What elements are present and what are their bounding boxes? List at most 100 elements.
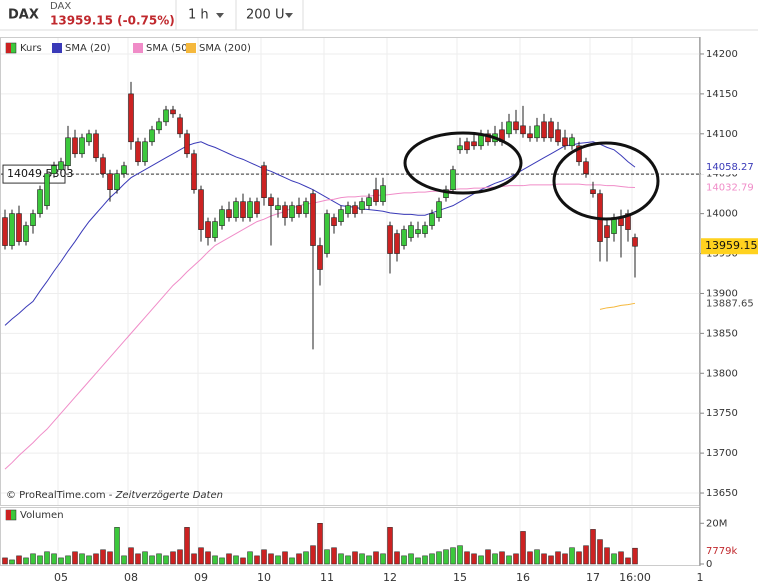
volume-bar	[499, 551, 505, 565]
volume-bar	[93, 553, 99, 565]
x-tick-label: 08	[124, 571, 138, 584]
volume-bar	[380, 553, 386, 565]
candle-body	[464, 141, 470, 151]
volume-bar	[513, 553, 519, 565]
volume-y-tick-label: 20M	[706, 518, 727, 529]
candle-body	[51, 165, 57, 175]
volume-bar	[520, 531, 526, 565]
candle-body	[191, 153, 197, 190]
candle-body	[177, 117, 183, 135]
volume-bar	[212, 555, 218, 565]
candle-body	[401, 229, 407, 246]
candle-body	[30, 213, 36, 226]
candle-body	[268, 197, 274, 206]
volume-bar	[205, 551, 211, 565]
volume-bar	[233, 555, 239, 565]
x-tick-label: 16:00	[619, 571, 651, 584]
candle-body	[555, 129, 561, 143]
candle-body	[548, 121, 554, 139]
candle-body	[16, 213, 22, 242]
price-panel	[0, 37, 700, 506]
volume-bar	[317, 523, 323, 565]
candle-body	[142, 141, 148, 163]
candle-body	[436, 201, 442, 218]
volume-bar	[464, 551, 470, 565]
volume-bar	[527, 551, 533, 565]
candle-body	[352, 205, 358, 214]
volume-bar	[23, 557, 29, 565]
y-tick-label: 13750	[706, 408, 738, 419]
volume-bar	[373, 551, 379, 565]
candle-body	[359, 201, 365, 210]
instrument-name: DAX	[50, 1, 71, 12]
dropdown-arrow[interactable]	[285, 13, 293, 18]
volume-bar	[436, 551, 442, 565]
volume-bar	[86, 555, 92, 565]
candle-body	[387, 225, 393, 254]
volume-bar	[625, 557, 631, 565]
volume-value-label: 7779k	[706, 546, 737, 557]
volume-y-tick-label: 0	[706, 559, 712, 570]
candle-body	[569, 137, 575, 147]
legend-icon	[186, 43, 196, 53]
y-tick-label: 14000	[706, 209, 738, 220]
volume-bar	[58, 557, 64, 565]
candle-body	[128, 93, 134, 143]
candle-body	[373, 189, 379, 202]
volume-bar	[548, 555, 554, 565]
candle-body	[79, 137, 85, 155]
volume-bar	[387, 527, 393, 565]
volume-bar	[492, 553, 498, 565]
candle-body	[156, 121, 162, 131]
candle-body	[2, 217, 8, 246]
candle-body	[541, 121, 547, 139]
volume-bar	[394, 551, 400, 565]
volume-bar	[408, 553, 414, 565]
candle-body	[366, 197, 372, 206]
candle-body	[345, 205, 351, 214]
volume-bar	[352, 551, 358, 565]
candle-body	[205, 221, 211, 238]
candle-body	[23, 225, 29, 242]
candle-body	[219, 209, 225, 226]
candle-body	[9, 213, 15, 246]
candle-body	[471, 141, 477, 147]
candle-body	[576, 145, 582, 163]
candle-body	[226, 209, 232, 218]
volume-bar	[583, 545, 589, 565]
volume-bar	[303, 551, 309, 565]
units-select[interactable]: 200 U	[246, 8, 284, 23]
candle-body	[163, 109, 169, 123]
volume-bar	[177, 549, 183, 565]
volume-bar	[114, 527, 120, 565]
candle-body	[590, 189, 596, 194]
interval-select[interactable]: 1 h	[188, 8, 209, 23]
candle-body	[408, 225, 414, 238]
volume-title: Volumen	[20, 510, 64, 521]
candle-body	[394, 233, 400, 254]
candle-body	[331, 217, 337, 226]
x-tick-label: 11	[320, 571, 334, 584]
legend-icon-half	[6, 43, 11, 53]
volume-bar	[9, 559, 15, 565]
candle-body	[317, 245, 323, 270]
candle-body	[527, 133, 533, 139]
legend-label: SMA (20)	[65, 43, 111, 54]
source: © ProRealTime.com - Zeitverzögerte Daten	[6, 490, 223, 501]
y-tick-label: 14200	[706, 49, 738, 60]
volume-bar	[534, 549, 540, 565]
last-price-box	[701, 238, 758, 255]
candle-body	[422, 225, 428, 234]
last-value-box	[701, 180, 758, 195]
volume-bar	[275, 555, 281, 565]
candle-body	[149, 129, 155, 143]
volume-bar	[506, 555, 512, 565]
volume-bar	[163, 555, 169, 565]
sma-line	[599, 302, 636, 310]
volume-bar	[2, 557, 8, 565]
volume-bar	[142, 551, 148, 565]
volume-bar	[597, 539, 603, 565]
volume-bar	[562, 553, 568, 565]
volume-bar	[16, 555, 22, 565]
dropdown-arrow[interactable]	[216, 13, 224, 18]
